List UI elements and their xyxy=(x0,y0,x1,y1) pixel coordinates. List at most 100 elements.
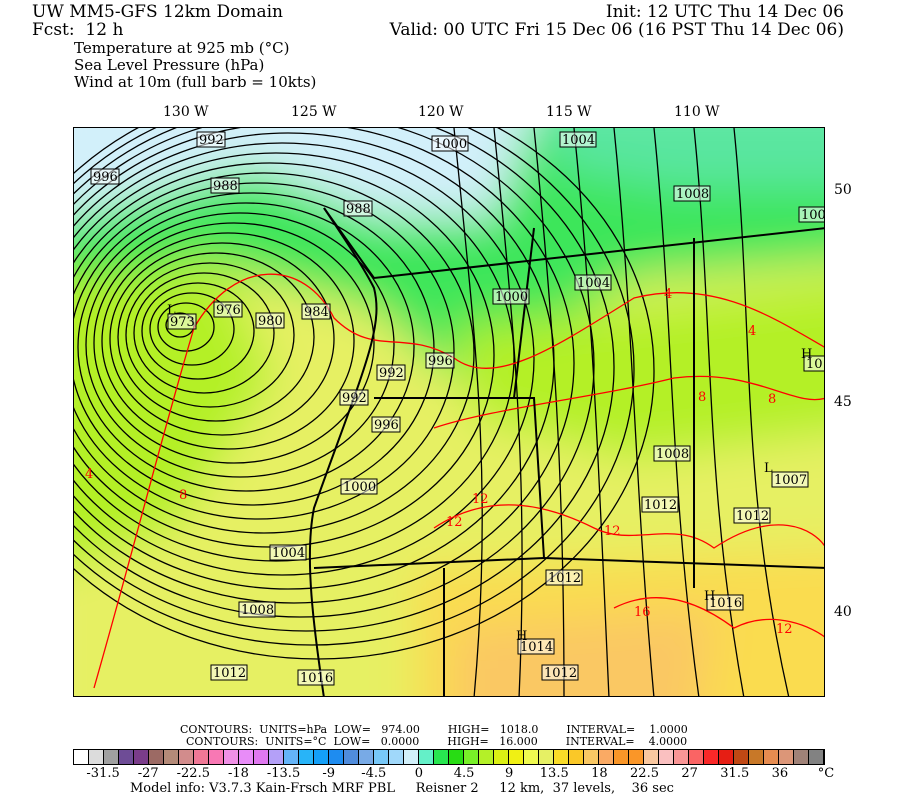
temperature-label: 4 xyxy=(85,467,93,482)
colorbar-tick-label: 4.5 xyxy=(453,766,475,781)
pressure-label-box xyxy=(210,177,240,194)
lat-label: 45 xyxy=(834,394,852,410)
colorbar-swatch xyxy=(299,750,314,764)
isobar xyxy=(493,128,523,696)
isobar xyxy=(453,128,483,696)
colorbar-swatch xyxy=(164,750,179,764)
colorbar-tick-label: 31.5 xyxy=(720,766,750,781)
pressure-label: 988 xyxy=(346,202,371,217)
pressure-label: 996 xyxy=(374,418,399,433)
low-center-marker: L xyxy=(764,461,773,476)
valid-time: Valid: 00 UTC Fri 15 Dec 06 (16 PST Thu … xyxy=(389,20,844,40)
pressure-label-box xyxy=(559,131,597,148)
colorbar-swatch xyxy=(704,750,719,764)
pressure-label-box xyxy=(371,416,401,433)
temperature-label: 12 xyxy=(472,492,489,507)
isobar xyxy=(533,128,565,696)
pressure-label: 1008 xyxy=(656,447,689,462)
pressure-label-box xyxy=(574,274,612,291)
pressure-label-box xyxy=(376,364,406,381)
colorbar-swatch xyxy=(749,750,764,764)
lon-label: 120 W xyxy=(418,104,464,120)
pressure-label: 988 xyxy=(213,179,238,194)
isobar xyxy=(133,272,275,394)
pressure-label-box xyxy=(517,638,555,655)
isobar xyxy=(74,128,575,604)
contour-info-pressure: CONTOURS: UNITS=hPa LOW= 974.00 HIGH= 10… xyxy=(180,723,688,736)
colorbar-swatch xyxy=(134,750,149,764)
pressure-label-box xyxy=(673,185,711,202)
isobar xyxy=(74,128,595,618)
temperature-labels: 4 4 8 8 12 12 16 12 8 4 12 xyxy=(85,287,793,637)
colorbar-swatch xyxy=(644,750,659,764)
colorbar-swatch xyxy=(449,750,464,764)
pressure-label: 984 xyxy=(304,305,329,320)
pressure-label: 1000 xyxy=(434,137,467,152)
pressure-label: 1012 xyxy=(544,666,577,681)
colorbar-tick-label: 18 xyxy=(591,766,608,781)
temperature-label: 8 xyxy=(698,390,706,405)
colorbar-tick-label: -9 xyxy=(322,766,336,781)
pressure-label: 1012 xyxy=(213,666,246,681)
colorbar-swatch xyxy=(629,750,644,764)
colorbar-swatch xyxy=(479,750,494,764)
colorbar-tick-label: -27 xyxy=(137,766,159,781)
colorbar xyxy=(73,749,825,765)
isobar xyxy=(101,232,355,450)
pressure-label-box xyxy=(238,601,276,618)
colorbar-swatch xyxy=(239,750,254,764)
pressure-label: 1012 xyxy=(548,571,581,586)
pressure-label-box xyxy=(339,389,369,406)
pressure-contours xyxy=(74,128,790,696)
colorbar-tick-label: -22.5 xyxy=(176,766,210,781)
pressure-label: 1014 xyxy=(520,640,553,655)
isobar xyxy=(77,202,415,492)
pressure-label: 1004 xyxy=(562,133,595,148)
pressure-label-box xyxy=(545,569,583,586)
colorbar-tick-label: 36 xyxy=(771,766,789,781)
colorbar-swatch xyxy=(104,750,119,764)
colorbar-swatch xyxy=(329,750,344,764)
pressure-label: 1004 xyxy=(272,546,305,561)
lon-label: 125 W xyxy=(291,104,337,120)
colorbar-swatch xyxy=(254,750,269,764)
colorbar-swatch xyxy=(569,750,584,764)
pressure-label: 1008 xyxy=(676,187,709,202)
temperature-contours xyxy=(93,273,824,689)
colorbar-swatch xyxy=(509,750,524,764)
isobar xyxy=(141,282,255,380)
colorbar-swatch xyxy=(344,750,359,764)
isobar xyxy=(733,128,790,696)
lon-label: 110 W xyxy=(674,104,720,120)
pressure-label-box xyxy=(269,544,307,561)
pressure-label-box xyxy=(196,131,226,148)
colorbar-swatch xyxy=(209,750,224,764)
pressure-label: 1004 xyxy=(577,276,610,291)
pressure-label-box xyxy=(641,496,679,513)
colorbar-swatch xyxy=(689,750,704,764)
temperature-label: 12 xyxy=(776,622,793,637)
colorbar-unit: °C xyxy=(817,766,835,781)
colorbar-swatch xyxy=(89,750,104,764)
isobar xyxy=(613,128,655,696)
temperature-label: 12 xyxy=(446,515,463,530)
pressure-label: 996 xyxy=(428,354,453,369)
pressure-label: 992 xyxy=(342,391,367,406)
isobar xyxy=(93,222,375,464)
colorbar-swatch xyxy=(794,750,809,764)
colorbar-tick-label: 13.5 xyxy=(539,766,569,781)
colorbar-swatch xyxy=(539,750,554,764)
isobar xyxy=(74,128,615,632)
field-pressure: Sea Level Pressure (hPa) xyxy=(74,56,265,74)
high-center-marker: H xyxy=(801,347,812,362)
colorbar-swatch xyxy=(224,750,239,764)
pressure-label: 1000 xyxy=(495,290,528,305)
pressure-label-box xyxy=(803,355,824,372)
colorbar-tick-label: 0 xyxy=(414,766,424,781)
lat-label: 50 xyxy=(834,182,852,198)
pressure-label-box xyxy=(492,288,530,305)
high-center-marker: H xyxy=(704,589,715,604)
colorbar-tick-label: 22.5 xyxy=(630,766,659,781)
pressure-label: 996 xyxy=(93,170,118,185)
pressure-label-box xyxy=(340,478,378,495)
